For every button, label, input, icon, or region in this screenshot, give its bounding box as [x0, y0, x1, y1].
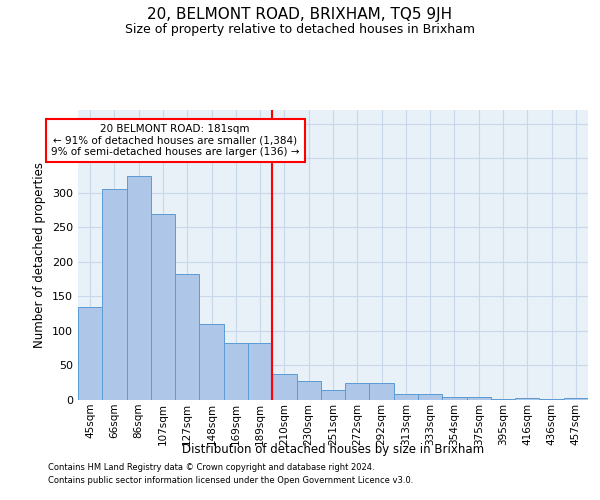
- Bar: [370, 382, 394, 400]
- Bar: [272, 374, 296, 400]
- Y-axis label: Number of detached properties: Number of detached properties: [34, 162, 46, 348]
- Bar: [515, 398, 539, 400]
- Bar: [345, 382, 370, 400]
- Bar: [442, 396, 467, 400]
- Bar: [394, 394, 418, 400]
- Text: 20, BELMONT ROAD, BRIXHAM, TQ5 9JH: 20, BELMONT ROAD, BRIXHAM, TQ5 9JH: [148, 8, 452, 22]
- Bar: [78, 307, 102, 400]
- Bar: [467, 396, 491, 400]
- Text: Contains public sector information licensed under the Open Government Licence v3: Contains public sector information licen…: [48, 476, 413, 485]
- Bar: [151, 214, 175, 400]
- Text: Size of property relative to detached houses in Brixham: Size of property relative to detached ho…: [125, 22, 475, 36]
- Bar: [418, 394, 442, 400]
- Text: Contains HM Land Registry data © Crown copyright and database right 2024.: Contains HM Land Registry data © Crown c…: [48, 462, 374, 471]
- Bar: [321, 390, 345, 400]
- Bar: [224, 344, 248, 400]
- Text: 20 BELMONT ROAD: 181sqm
← 91% of detached houses are smaller (1,384)
9% of semi-: 20 BELMONT ROAD: 181sqm ← 91% of detache…: [51, 124, 299, 157]
- Bar: [296, 380, 321, 400]
- Bar: [175, 274, 199, 400]
- Bar: [127, 176, 151, 400]
- Bar: [248, 344, 272, 400]
- Text: Distribution of detached houses by size in Brixham: Distribution of detached houses by size …: [182, 442, 484, 456]
- Bar: [564, 398, 588, 400]
- Bar: [102, 190, 127, 400]
- Bar: [199, 324, 224, 400]
